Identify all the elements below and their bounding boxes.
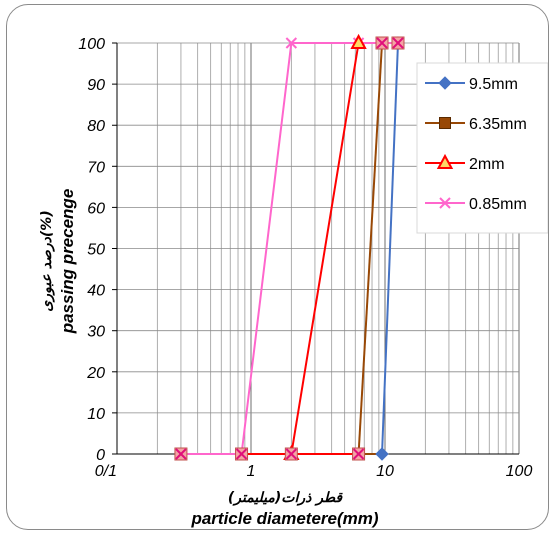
- legend-label-0.85mm: 0.85mm: [469, 196, 527, 213]
- y-tick-label: 40: [87, 283, 105, 300]
- overlap-marker: [175, 448, 187, 460]
- x-marker-stroke: [376, 37, 388, 49]
- legend-marker-0.85mm: [439, 197, 451, 209]
- particle-size-chart: 0 10 20 30 40 50 60 70 80 90 100 0/1 1 10 100 9.5mm 6.3…: [39, 33, 548, 528]
- legend-box: [416, 62, 548, 234]
- xlabel: particle diametere(mm): [190, 509, 378, 528]
- legend-label-6.35mm: 6.35mm: [469, 116, 527, 133]
- series-line-9.5mm: [381, 42, 399, 455]
- x-marker-stroke: [352, 448, 365, 460]
- y-tick-label: 20: [86, 365, 105, 382]
- legend-marker-2mm: [436, 153, 454, 169]
- ylabel-fa: درصد عبوری(%): [39, 210, 55, 311]
- x-tick-label: 100: [506, 463, 533, 480]
- x-marker-stroke: [392, 37, 404, 49]
- data-point-0.85mm: [285, 37, 298, 49]
- legend-label-9.5mm: 9.5mm: [469, 76, 518, 93]
- x-tick-label: 0/1: [95, 463, 117, 480]
- data-point-2mm: [350, 33, 367, 49]
- axis-titles: درصد عبوری(%) passing precenge قطر ذرات(…: [39, 189, 379, 528]
- x-marker-stroke: [235, 448, 248, 460]
- overlap-marker: [235, 448, 248, 460]
- overlap-marker: [285, 448, 298, 460]
- x-marker-stroke: [439, 197, 451, 209]
- y-tick-label: 90: [87, 77, 105, 94]
- series-line-2mm: [290, 42, 360, 455]
- legend-marker-9.5mm: [438, 76, 452, 90]
- y-tick-label: 50: [87, 242, 105, 259]
- axes: 0 10 20 30 40 50 60 70 80 90 100 0/1 1 10 100: [78, 36, 532, 480]
- x-marker-stroke: [285, 37, 298, 49]
- legend-label-2mm: 2mm: [469, 156, 505, 173]
- series-layer: [174, 33, 405, 461]
- x-marker-stroke: [285, 448, 298, 460]
- legend: 9.5mm 6.35mm 2mm 0.85mm: [416, 62, 548, 234]
- series-line-6.35mm: [357, 42, 384, 455]
- y-tick-label: 70: [87, 159, 105, 176]
- y-tick-label: 100: [78, 36, 105, 53]
- overlap-marker: [376, 37, 388, 49]
- overlap-marker: [352, 448, 365, 460]
- x-marker-stroke: [175, 448, 187, 460]
- y-tick-label: 60: [87, 200, 105, 217]
- data-point-9.5mm: [375, 447, 389, 461]
- legend-marker-6.35mm: [439, 117, 451, 129]
- xlabel-fa: قطر ذرات(میلیمتر): [228, 490, 344, 506]
- y-tick-label: 10: [87, 406, 105, 423]
- x-tick-label: 10: [376, 463, 394, 480]
- ylabel: passing precenge: [58, 189, 77, 335]
- overlap-marker: [392, 37, 404, 49]
- x-tick-label: 1: [247, 463, 256, 480]
- y-tick-label: 80: [87, 118, 105, 135]
- y-tick-label: 30: [87, 324, 105, 341]
- y-tick-label: 0: [96, 447, 105, 464]
- chart-frame: 0 10 20 30 40 50 60 70 80 90 100 0/1 1 10 100 9.5mm 6.3…: [6, 4, 549, 530]
